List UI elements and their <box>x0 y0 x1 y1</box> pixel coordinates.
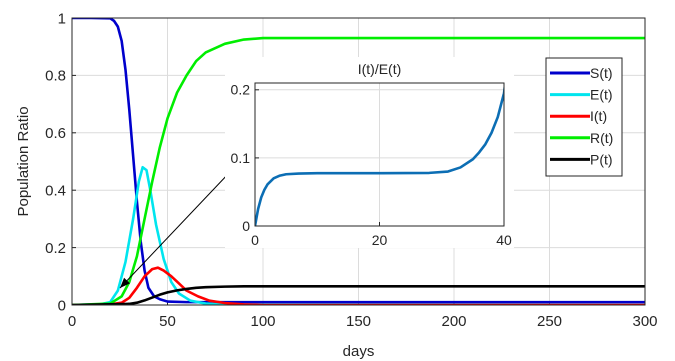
inset-title: I(t)/E(t) <box>358 61 402 77</box>
inset-series-group <box>255 83 504 226</box>
x-axis-label: days <box>343 343 375 360</box>
legend-label: P(t) <box>590 151 613 167</box>
inset-x-tick-label: 20 <box>372 232 388 248</box>
y-axis-label: Population Ratio <box>15 106 32 216</box>
inset-y-tick-label: 0.1 <box>231 150 251 166</box>
main-x-tick-label: 300 <box>632 313 657 330</box>
inset-x-tick-label: 0 <box>251 232 259 248</box>
legend-item: R(t) <box>550 130 613 146</box>
main-series-line-rt <box>72 36 645 305</box>
main-x-tick-label: 150 <box>346 313 371 330</box>
main-series-line-et <box>72 165 645 305</box>
inset-series-line-ratio <box>255 83 504 226</box>
main-x-tick-label: 200 <box>441 313 466 330</box>
legend-item: E(t) <box>550 87 613 103</box>
inset-y-tick-label: 0.2 <box>231 82 251 98</box>
main-x-tick-label: 250 <box>537 313 562 330</box>
main-y-tick-label: 0.2 <box>45 240 66 257</box>
legend-label: S(t) <box>590 65 613 81</box>
inset-x-tick-label: 40 <box>496 232 512 248</box>
main-y-tick-label: 0 <box>58 297 66 314</box>
legend-label: R(t) <box>590 130 613 146</box>
main-y-tick-label: 0.4 <box>45 182 66 199</box>
main-series-line-st <box>72 18 645 304</box>
legend-label: E(t) <box>590 87 613 103</box>
annotation-arrow-line <box>119 171 231 289</box>
legend-item: P(t) <box>550 151 613 167</box>
main-x-tick-label: 50 <box>159 313 176 330</box>
main-series-line-pt <box>72 285 645 305</box>
legend-item: S(t) <box>550 65 613 81</box>
annotation-arrow-head <box>120 277 130 288</box>
main-y-tick-label: 1 <box>58 10 66 27</box>
legend-label: I(t) <box>590 108 607 124</box>
main-y-tick-label: 0.6 <box>45 125 66 142</box>
main-series-group <box>72 18 645 305</box>
main-y-tick-label: 0.8 <box>45 68 66 85</box>
legend-item: I(t) <box>550 108 607 124</box>
inset-y-tick-label: 0 <box>242 218 250 234</box>
main-axes-box <box>71 17 646 306</box>
main-x-tick-label: 0 <box>68 313 76 330</box>
main-x-tick-label: 100 <box>250 313 275 330</box>
inset-axes-box <box>254 82 505 227</box>
annotation-arrow <box>119 171 231 289</box>
legend: S(t) E(t) I(t) R(t) P(t) <box>545 57 623 177</box>
inset-plot: 0 20 40 0 0.1 0.2 <box>225 57 514 248</box>
main-series-line-it <box>72 266 645 305</box>
